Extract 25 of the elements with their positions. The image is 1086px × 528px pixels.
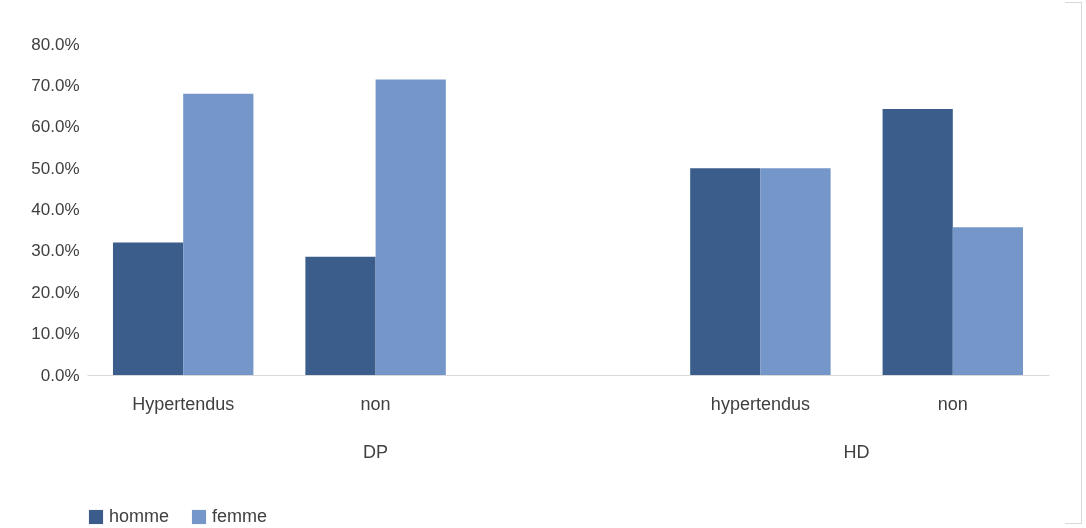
y-tick-label: 10.0% — [31, 324, 80, 344]
y-tick-label: 30.0% — [31, 241, 80, 261]
bar — [952, 227, 1024, 375]
y-tick-label: 80.0% — [31, 34, 80, 54]
bar — [112, 242, 184, 375]
y-tick-label: 60.0% — [31, 117, 80, 137]
y-tick-label: 40.0% — [31, 200, 80, 219]
y-tick-label: 20.0% — [31, 282, 80, 302]
legend-label: homme — [109, 506, 170, 526]
y-tick-label: 70.0% — [31, 75, 80, 95]
y-tick-label: 50.0% — [31, 158, 80, 178]
text: DP — [363, 442, 389, 462]
x-tick-label: non — [360, 393, 391, 414]
bar — [760, 168, 831, 375]
bar — [305, 256, 376, 375]
legend-label: femme — [212, 506, 268, 526]
bar — [375, 79, 446, 375]
x-tick-label: hypertendus — [710, 393, 810, 414]
bar — [882, 108, 953, 375]
bar — [183, 93, 254, 375]
y-tick-label: 0.0% — [40, 365, 80, 385]
text: HD — [843, 442, 870, 462]
x-tick-label: non — [937, 393, 968, 414]
bar — [690, 168, 761, 375]
x-tick-label: Hypertendus — [132, 393, 235, 414]
